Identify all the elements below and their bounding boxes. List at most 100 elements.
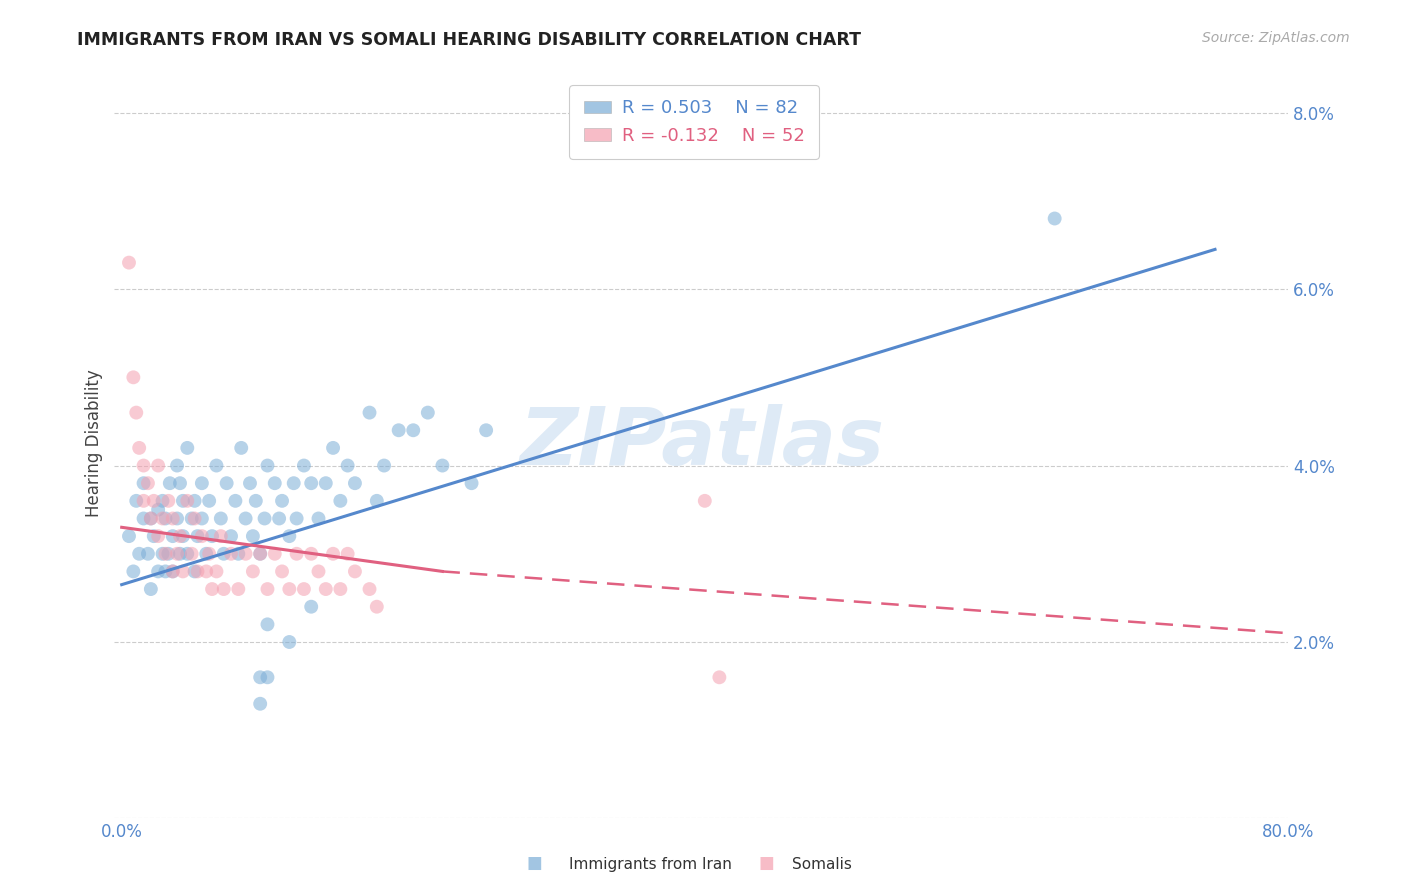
Point	[125, 406, 148, 420]
Point	[157, 547, 180, 561]
Point	[209, 529, 232, 543]
Point	[1043, 211, 1066, 226]
Point	[336, 458, 359, 473]
Point	[249, 547, 271, 561]
Point	[198, 547, 221, 561]
Point	[256, 617, 278, 632]
Point	[299, 476, 322, 491]
Point	[195, 565, 218, 579]
Point	[299, 599, 322, 614]
Point	[176, 441, 198, 455]
Point	[118, 255, 141, 269]
Point	[322, 441, 344, 455]
Point	[228, 547, 250, 561]
Point	[191, 511, 214, 525]
Point	[201, 529, 224, 543]
Point	[159, 476, 181, 491]
Point	[231, 441, 253, 455]
Point	[212, 582, 235, 596]
Point	[128, 547, 150, 561]
Point	[125, 493, 148, 508]
Point	[278, 635, 301, 649]
Point	[239, 476, 262, 491]
Point	[366, 493, 388, 508]
Point	[308, 565, 330, 579]
Point	[132, 493, 155, 508]
Point	[198, 493, 221, 508]
Point	[132, 458, 155, 473]
Point	[166, 511, 188, 525]
Point	[139, 511, 162, 525]
Point	[256, 670, 278, 684]
Text: IMMIGRANTS FROM IRAN VS SOMALI HEARING DISABILITY CORRELATION CHART: IMMIGRANTS FROM IRAN VS SOMALI HEARING D…	[77, 31, 862, 49]
Point	[249, 670, 271, 684]
Point	[169, 547, 191, 561]
Point	[183, 493, 205, 508]
Point	[292, 582, 315, 596]
Point	[228, 582, 250, 596]
Point	[152, 493, 174, 508]
Point	[146, 458, 169, 473]
Point	[152, 547, 174, 561]
Point	[263, 547, 285, 561]
Point	[186, 529, 208, 543]
Point	[183, 565, 205, 579]
Point	[180, 547, 202, 561]
Point	[169, 476, 191, 491]
Point	[693, 493, 716, 508]
Point	[176, 547, 198, 561]
Point	[475, 423, 498, 437]
Text: ZIPatlas: ZIPatlas	[519, 404, 883, 483]
Point	[253, 511, 276, 525]
Point	[136, 547, 159, 561]
Point	[292, 458, 315, 473]
Point	[235, 511, 257, 525]
Point	[162, 565, 184, 579]
Point	[155, 547, 177, 561]
Point	[146, 529, 169, 543]
Point	[278, 529, 301, 543]
Point	[283, 476, 305, 491]
Point	[366, 599, 388, 614]
Point	[336, 547, 359, 561]
Point	[402, 423, 425, 437]
Point	[172, 565, 194, 579]
Point	[460, 476, 482, 491]
Point	[388, 423, 411, 437]
Point	[183, 511, 205, 525]
Point	[285, 547, 308, 561]
Point	[118, 529, 141, 543]
Point	[308, 511, 330, 525]
Text: Immigrants from Iran: Immigrants from Iran	[569, 857, 733, 872]
Point	[315, 476, 337, 491]
Point	[139, 582, 162, 596]
Point	[219, 529, 242, 543]
Point	[219, 547, 242, 561]
Point	[249, 697, 271, 711]
Point	[329, 582, 352, 596]
Text: ■: ■	[758, 855, 775, 872]
Point	[235, 547, 257, 561]
Point	[432, 458, 454, 473]
Point	[176, 493, 198, 508]
Point	[162, 511, 184, 525]
Point	[162, 529, 184, 543]
Point	[191, 476, 214, 491]
Point	[180, 511, 202, 525]
Point	[416, 406, 439, 420]
Point	[195, 547, 218, 561]
Point	[329, 493, 352, 508]
Point	[172, 529, 194, 543]
Point	[271, 493, 294, 508]
Point	[256, 458, 278, 473]
Point	[215, 476, 238, 491]
Point	[322, 547, 344, 561]
Point	[142, 493, 165, 508]
Point	[245, 493, 267, 508]
Point	[315, 582, 337, 596]
Text: ■: ■	[526, 855, 543, 872]
Point	[209, 511, 232, 525]
Point	[166, 547, 188, 561]
Point	[132, 476, 155, 491]
Text: Source: ZipAtlas.com: Source: ZipAtlas.com	[1202, 31, 1350, 45]
